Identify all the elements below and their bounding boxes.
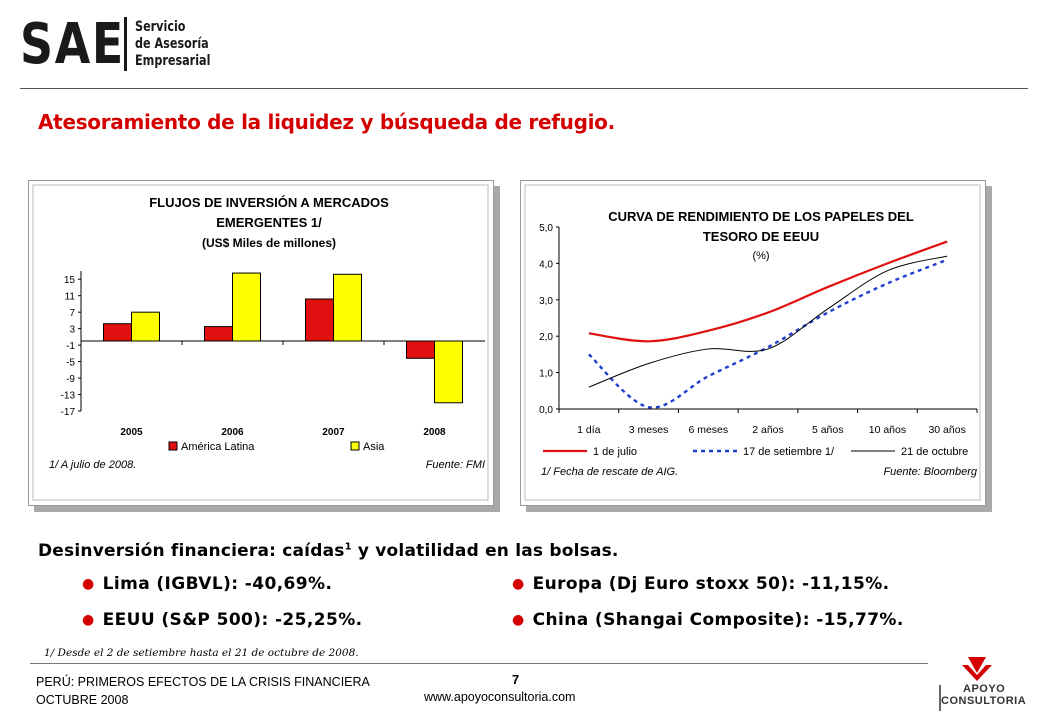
bullet-dot-icon: ● [512,612,525,628]
chart-title-line: FLUJOS DE INVERSIÓN A MERCADOS [149,195,389,210]
bar-chart: FLUJOS DE INVERSIÓN A MERCADOS EMERGENTES… [32,184,489,501]
chart-note: 1/ A julio de 2008. [49,459,136,471]
y-tick-label: 4,0 [539,259,553,270]
legend-label: América Latina [181,441,255,453]
bar-asia [434,340,463,404]
legend-swatch [168,441,178,451]
bullet-text: EEUU (S&P 500): -25,25%. [102,610,363,630]
apoyo-line-1: APOYO [963,683,1006,695]
bar-america-latina [204,326,233,342]
x-tick-label: 5 años [812,424,844,436]
chart-title-line: TESORO DE EEUU [703,229,819,244]
y-tick-label: 7 [69,308,75,319]
section-heading-superscript: 1 [344,541,352,553]
chart-title-line: (%) [752,250,769,262]
bullet-dot-icon: ● [82,576,95,592]
x-tick-label: 2008 [423,427,446,438]
footer-website[interactable]: www.apoyoconsultoria.com [424,690,576,704]
y-tick-label: 3,0 [539,296,553,307]
y-tick-label: -17 [61,407,76,418]
bar-asia [131,311,160,342]
y-tick-label: 2,0 [539,332,553,343]
series-line [588,240,948,343]
y-tick-label: -5 [66,358,75,369]
footer-report-title: PERÚ: PRIMEROS EFECTOS DE LA CRISIS FINA… [36,675,370,689]
sae-logo: SAE Servicio de Asesoría Empresarial [20,6,230,82]
line-chart: CURVA DE RENDIMIENTO DE LOS PAPELES DEL T… [524,184,981,501]
logo-line-3: Empresarial [135,52,211,69]
bullet-eeuu: ● EEUU (S&P 500): -25,25%. [82,610,363,630]
logo-abbreviation: SAE [20,11,125,77]
page-number: 7 [512,672,520,687]
logo-divider [124,17,127,71]
y-tick-label: 1,0 [539,369,553,380]
bar-america-latina [305,298,334,342]
bullet-dot-icon: ● [512,576,525,592]
chart-title-line: CURVA DE RENDIMIENTO DE LOS PAPELES DEL [608,209,914,224]
y-tick-label: 5,0 [539,223,553,234]
chart-source: Fuente: FMI [426,459,485,471]
apoyo-line-2: CONSULTORIA [941,695,1027,707]
chart-title-line: (US$ Miles de millones) [202,236,336,250]
y-tick-label: -9 [66,374,75,385]
chart-note: 1/ Fecha de rescate de AIG. [541,466,678,478]
footer-divider [30,663,928,664]
chart-title-line: EMERGENTES 1/ [216,215,322,230]
x-tick-label: 2005 [120,427,143,438]
y-tick-label: -1 [66,341,75,352]
x-tick-label: 30 años [928,424,965,436]
bar-america-latina [406,340,435,359]
bullet-text: Lima (IGBVL): -40,69%. [102,574,333,594]
footer-date: OCTUBRE 2008 [36,693,129,707]
bullet-text: Europa (Dj Euro stoxx 50): -11,15%. [532,574,890,594]
logo-line-2: de Asesoría [135,35,209,52]
bullet-dot-icon: ● [82,612,95,628]
series-line [588,255,948,388]
x-tick-label: 6 meses [688,424,728,436]
logo-text: Servicio de Asesoría Empresarial [135,19,210,70]
legend-label: 21 de octubre [901,446,968,458]
x-tick-label: 2 años [752,424,784,436]
x-tick-label: 1 día [577,424,601,436]
bar-asia [333,273,362,342]
series-line [588,258,948,409]
legend-swatch [350,441,360,451]
header-divider [20,88,1028,89]
bar-asia [232,272,261,342]
y-tick-label: 15 [64,275,76,286]
bar-chart-panel: FLUJOS DE INVERSIÓN A MERCADOS EMERGENTES… [28,180,494,506]
legend-label: 17 de setiembre 1/ [743,446,835,458]
logo-line-1: Servicio [135,18,186,35]
chart-source: Fuente: Bloomberg [883,466,977,478]
bullet-europa: ● Europa (Dj Euro stoxx 50): -11,15%. [512,574,890,594]
bullet-lima: ● Lima (IGBVL): -40,69%. [82,574,332,594]
bar-america-latina [103,323,132,342]
section-footnote: 1/ Desde el 2 de setiembre hasta el 21 d… [44,647,359,659]
plot-frame [524,184,981,501]
page-title: Atesoramiento de la liquidez y búsqueda … [38,110,615,134]
y-tick-label: 11 [65,292,76,303]
legend-label: 1 de julio [593,446,637,458]
apoyo-wordmark: APOYO CONSULTORIA [941,683,1026,707]
line-chart-panel: CURVA DE RENDIMIENTO DE LOS PAPELES DEL T… [520,180,986,506]
bullet-china: ● China (Shangai Composite): -15,77%. [512,610,904,630]
y-tick-label: -13 [61,391,76,402]
apoyo-logo-icon [939,657,992,711]
section-heading-text: Desinversión financiera: caídas [38,541,345,561]
x-tick-label: 2007 [322,427,345,438]
y-tick-label: 0,0 [539,405,553,416]
section-heading-rest: y volatilidad en las bolsas. [351,541,619,561]
x-tick-label: 2006 [221,427,244,438]
x-tick-label: 3 meses [629,424,669,436]
x-tick-label: 10 años [869,424,906,436]
bullet-text: China (Shangai Composite): -15,77%. [532,610,904,630]
legend-label: Asia [363,441,385,453]
section-heading: Desinversión financiera: caídas1 y volat… [38,541,619,561]
y-tick-label: 3 [69,325,75,336]
